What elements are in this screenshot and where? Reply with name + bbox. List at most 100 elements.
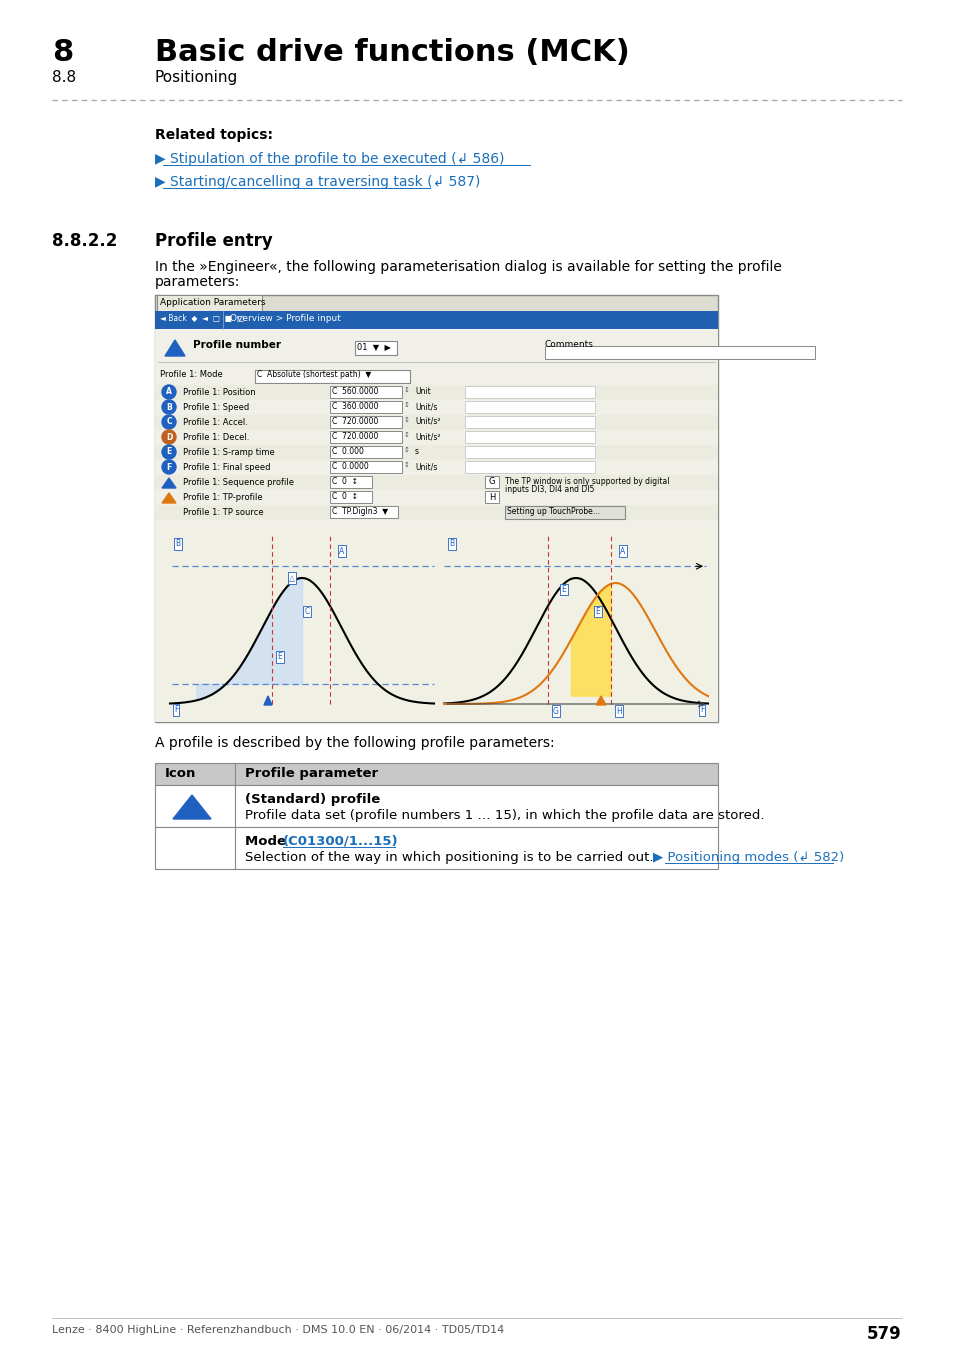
Text: G: G bbox=[553, 706, 558, 716]
Text: A: A bbox=[619, 547, 625, 555]
Text: H: H bbox=[488, 493, 495, 501]
Text: G: G bbox=[488, 478, 495, 486]
Text: ▶ Stipulation of the profile to be executed (↲ 586): ▶ Stipulation of the profile to be execu… bbox=[154, 153, 504, 166]
Text: Basic drive functions (MCK): Basic drive functions (MCK) bbox=[154, 38, 629, 68]
Polygon shape bbox=[162, 478, 175, 487]
Text: Selection of the way in which positioning is to be carried out.: Selection of the way in which positionin… bbox=[245, 850, 661, 864]
Text: C  360.0000: C 360.0000 bbox=[332, 402, 378, 410]
Bar bbox=[330, 416, 401, 428]
Text: (C01300/1...15): (C01300/1...15) bbox=[283, 836, 398, 848]
Text: ▶ Starting/cancelling a traversing task (↲ 587): ▶ Starting/cancelling a traversing task … bbox=[154, 176, 480, 189]
Text: Unit/s²: Unit/s² bbox=[415, 432, 440, 441]
Text: Profile 1: TP source: Profile 1: TP source bbox=[183, 508, 263, 517]
Bar bbox=[154, 475, 718, 490]
Bar bbox=[464, 431, 595, 443]
Text: Unit: Unit bbox=[415, 387, 431, 396]
Text: C: C bbox=[166, 417, 172, 427]
Text: Setting up TouchProbe...: Setting up TouchProbe... bbox=[506, 508, 599, 516]
Bar bbox=[254, 370, 410, 383]
Bar bbox=[154, 310, 718, 329]
Text: C: C bbox=[304, 608, 310, 616]
Text: E: E bbox=[561, 586, 566, 594]
Circle shape bbox=[162, 414, 175, 429]
Text: Profile parameter: Profile parameter bbox=[245, 767, 377, 780]
Bar bbox=[154, 296, 718, 722]
Bar bbox=[544, 346, 814, 359]
Text: Profile 1: Decel.: Profile 1: Decel. bbox=[183, 433, 249, 441]
Text: Unit/s: Unit/s bbox=[415, 402, 436, 410]
Text: In the »Engineer«, the following parameterisation dialog is available for settin: In the »Engineer«, the following paramet… bbox=[154, 261, 781, 274]
Text: Profile 1: Mode: Profile 1: Mode bbox=[160, 370, 222, 379]
Text: C  560.0000: C 560.0000 bbox=[332, 387, 378, 396]
Bar bbox=[330, 506, 397, 518]
Text: The TP window is only supported by digital: The TP window is only supported by digit… bbox=[504, 477, 669, 486]
Text: Profile data set (profile numbers 1 … 15), in which the profile data are stored.: Profile data set (profile numbers 1 … 15… bbox=[245, 809, 763, 822]
Bar bbox=[154, 528, 718, 718]
Circle shape bbox=[162, 460, 175, 474]
Bar bbox=[464, 460, 595, 472]
Bar bbox=[154, 329, 718, 722]
Text: Related topics:: Related topics: bbox=[154, 128, 273, 142]
Bar bbox=[484, 491, 498, 504]
Text: C  720.0000: C 720.0000 bbox=[332, 432, 378, 441]
Text: C  TP.DigIn3  ▼: C TP.DigIn3 ▼ bbox=[332, 508, 388, 516]
Text: Profile 1: Final speed: Profile 1: Final speed bbox=[183, 463, 271, 472]
Text: A: A bbox=[166, 387, 172, 397]
Text: inputs DI3, DI4 and DI5: inputs DI3, DI4 and DI5 bbox=[504, 485, 594, 494]
Text: 8.8.2.2: 8.8.2.2 bbox=[52, 232, 117, 250]
Text: (Standard) profile: (Standard) profile bbox=[245, 792, 380, 806]
Text: A profile is described by the following profile parameters:: A profile is described by the following … bbox=[154, 736, 554, 751]
Text: F: F bbox=[700, 706, 703, 714]
Text: Positioning: Positioning bbox=[154, 70, 238, 85]
Text: E: E bbox=[595, 608, 599, 616]
Text: △: △ bbox=[289, 574, 294, 582]
Text: Profile 1: Position: Profile 1: Position bbox=[183, 387, 255, 397]
Bar bbox=[330, 401, 401, 413]
Bar bbox=[154, 784, 718, 828]
Text: A: A bbox=[339, 547, 344, 555]
Bar bbox=[355, 342, 396, 355]
Bar bbox=[154, 763, 718, 784]
Text: ↕: ↕ bbox=[403, 462, 410, 468]
Text: ↕: ↕ bbox=[403, 402, 410, 408]
Text: B: B bbox=[175, 540, 180, 548]
Text: 8: 8 bbox=[52, 38, 73, 68]
Bar bbox=[484, 477, 498, 487]
Text: F: F bbox=[173, 706, 178, 714]
Text: ↕: ↕ bbox=[403, 432, 410, 437]
Text: C  0.000: C 0.000 bbox=[332, 447, 363, 456]
Text: Profile 1: S-ramp time: Profile 1: S-ramp time bbox=[183, 448, 274, 458]
Text: C  0  ↕: C 0 ↕ bbox=[332, 477, 357, 486]
Text: D: D bbox=[166, 432, 172, 441]
Text: Profile 1: Sequence profile: Profile 1: Sequence profile bbox=[183, 478, 294, 487]
Text: B: B bbox=[449, 540, 454, 548]
Text: 8.8: 8.8 bbox=[52, 70, 76, 85]
Text: Comments: Comments bbox=[544, 340, 594, 350]
Bar bbox=[464, 401, 595, 413]
Text: Icon: Icon bbox=[165, 767, 196, 780]
Circle shape bbox=[162, 385, 175, 400]
Text: H: H bbox=[616, 706, 621, 716]
Bar bbox=[154, 828, 718, 869]
Text: ◄ Back  ◆  ◄  □  ■  □: ◄ Back ◆ ◄ □ ■ □ bbox=[160, 315, 244, 323]
Text: F: F bbox=[166, 463, 172, 471]
Bar bbox=[154, 385, 718, 400]
Text: parameters:: parameters: bbox=[154, 275, 240, 289]
Bar bbox=[154, 505, 718, 520]
Text: ▶ Positioning modes (↲ 582): ▶ Positioning modes (↲ 582) bbox=[652, 850, 843, 864]
Polygon shape bbox=[165, 340, 185, 356]
Bar bbox=[330, 477, 372, 487]
Text: E: E bbox=[166, 447, 172, 456]
Text: Mode: Mode bbox=[245, 836, 291, 848]
Text: Profile 1: TP-profile: Profile 1: TP-profile bbox=[183, 493, 262, 502]
Bar bbox=[330, 491, 372, 504]
Text: Unit/s: Unit/s bbox=[415, 462, 436, 471]
Text: Unit/s²: Unit/s² bbox=[415, 417, 440, 427]
Bar bbox=[464, 446, 595, 458]
Text: ↕: ↕ bbox=[403, 417, 410, 423]
Text: C  0  ↕: C 0 ↕ bbox=[332, 491, 357, 501]
Polygon shape bbox=[596, 697, 605, 705]
Circle shape bbox=[162, 431, 175, 444]
Text: 579: 579 bbox=[866, 1324, 901, 1343]
Text: Profile 1: Accel.: Profile 1: Accel. bbox=[183, 418, 248, 427]
